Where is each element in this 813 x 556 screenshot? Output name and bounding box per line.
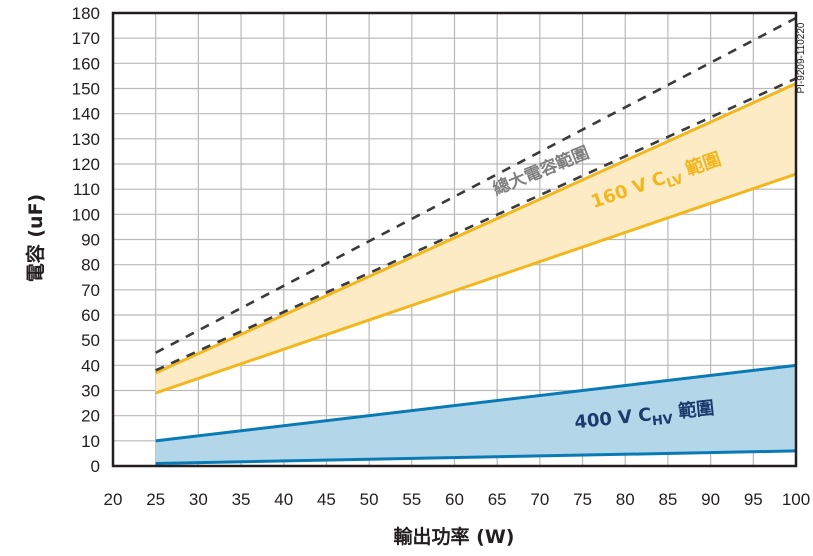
label-400v-suffix: 範圍 xyxy=(671,397,715,423)
y-tick-label: 0 xyxy=(91,457,100,476)
x-tick-label: 85 xyxy=(658,490,677,509)
y-tick-label: 70 xyxy=(81,281,100,300)
y-tick-label: 10 xyxy=(81,432,100,451)
x-tick-label: 50 xyxy=(360,490,379,509)
x-tick-label: 80 xyxy=(616,490,635,509)
y-tick-label: 180 xyxy=(72,4,100,23)
y-tick-label: 140 xyxy=(72,105,100,124)
y-tick-label: 80 xyxy=(81,256,100,275)
x-tick-label: 75 xyxy=(573,490,592,509)
x-tick-label: 60 xyxy=(445,490,464,509)
band-upper-line-1 xyxy=(155,82,797,375)
band-upper-line-0 xyxy=(155,363,797,443)
x-tick-label: 25 xyxy=(146,490,165,509)
band-lower-line-1 xyxy=(155,172,797,395)
band-fill-0 xyxy=(155,365,796,464)
x-tick-label: 20 xyxy=(104,490,123,509)
dashed-lower-line-2 xyxy=(155,77,797,372)
y-tick-label: 130 xyxy=(72,130,100,149)
band-lower-line-0 xyxy=(155,449,797,465)
series-lines xyxy=(155,16,797,465)
x-tick-label: 70 xyxy=(530,490,549,509)
x-tick-label: 100 xyxy=(782,490,810,509)
y-tick-label: 100 xyxy=(72,205,100,224)
x-tick-label: 65 xyxy=(488,490,507,509)
y-tick-label: 120 xyxy=(72,155,100,174)
plot-frame xyxy=(111,11,798,468)
y-tick-labels: 0 10 20 30 40 50 60 70 80 90 100 110 120 130 140 150 160… xyxy=(72,4,100,476)
x-tick-label: 45 xyxy=(317,490,336,509)
x-tick-label: 95 xyxy=(744,490,763,509)
dashed-upper-line-2 xyxy=(155,16,797,354)
x-tick-label: 55 xyxy=(402,490,421,509)
y-tick-label: 60 xyxy=(81,306,100,325)
y-tick-label: 110 xyxy=(73,180,100,199)
x-tick-labels: 20 25 30 35 40 45 50 55 60 65 70 75 80 85 90 95 100 xyxy=(104,490,811,509)
x-tick-label: 35 xyxy=(232,490,251,509)
y-tick-label: 20 xyxy=(81,407,100,426)
y-tick-label: 50 xyxy=(81,331,100,350)
label-160v-sub: LV xyxy=(665,172,686,192)
x-tick-label: 40 xyxy=(274,490,293,509)
y-tick-label: 40 xyxy=(81,356,100,375)
y-tick-label: 170 xyxy=(72,29,100,48)
y-tick-label: 90 xyxy=(81,231,100,250)
label-400v-sub: HV xyxy=(651,412,673,429)
figure-code: PI-9209-110220 xyxy=(796,22,807,93)
y-tick-label: 160 xyxy=(72,54,100,73)
y-axis-title: 電容 (uF) xyxy=(24,194,47,283)
y-tick-label: 150 xyxy=(72,80,100,99)
y-tick-label: 30 xyxy=(81,382,100,401)
x-axis-title: 輸出功率 (W) xyxy=(394,525,515,548)
band-fill-1 xyxy=(155,83,796,394)
band-fills xyxy=(155,83,796,464)
x-tick-label: 90 xyxy=(701,490,720,509)
x-tick-label: 30 xyxy=(189,490,208,509)
